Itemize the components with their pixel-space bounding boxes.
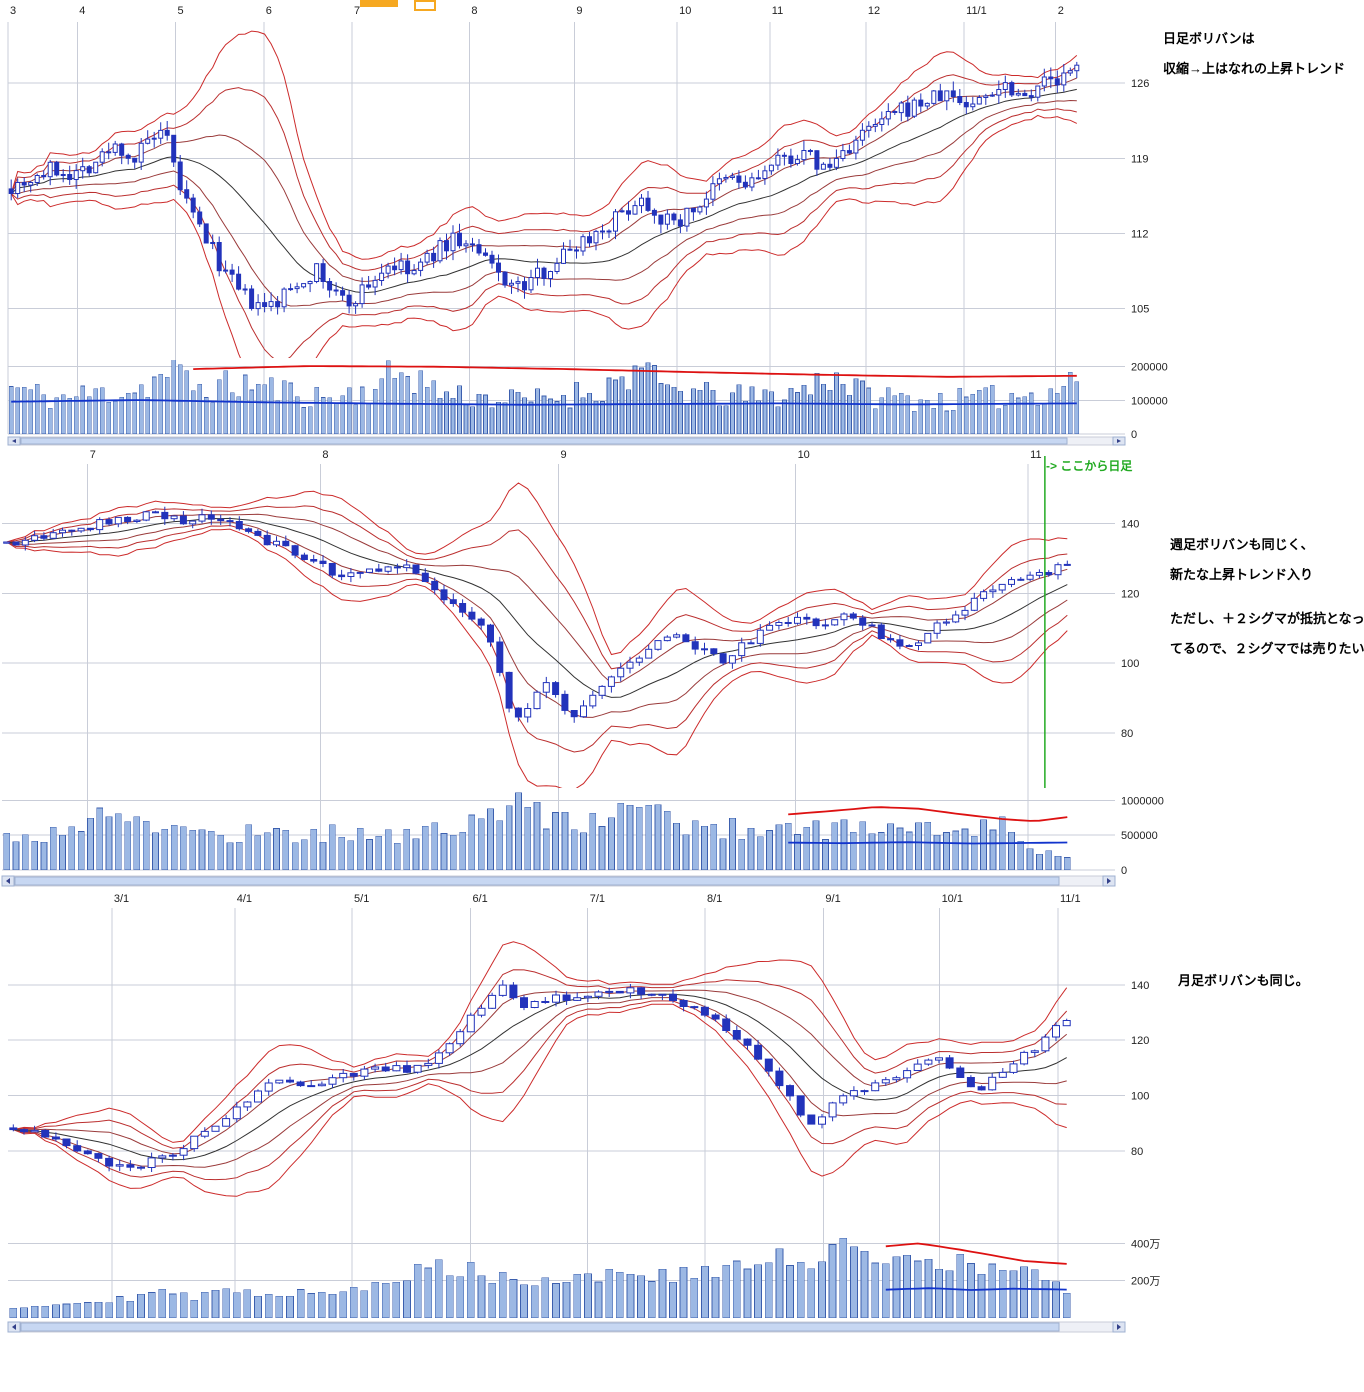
- axis-label: 8: [322, 449, 328, 461]
- axis-label: 6/1: [472, 893, 487, 905]
- daily-start-marker: -> ここから日足: [1046, 459, 1133, 473]
- axis-label: 400万: [1131, 1238, 1160, 1250]
- axis-label: 100000: [1131, 395, 1168, 407]
- axis-label: 3/1: [114, 893, 129, 905]
- x-axis-labels: 3 4 5 6 7 8 9 10 11 12 11/1 2: [10, 5, 1064, 17]
- axis-label: 7: [354, 5, 360, 17]
- axis-label: 200万: [1131, 1276, 1160, 1288]
- axis-label: 6: [266, 5, 272, 17]
- weekly-annotation: 週足ボリバンも同じく、 新たな上昇トレンド入り: [1170, 530, 1314, 590]
- candlesticks: [9, 980, 1071, 1172]
- axis-label: 1000000: [1121, 795, 1164, 807]
- monthly-candlestick-chart: 3/1 4/1 5/1 6/1 7/1 8/1 9/1 10/1 11/1 140 120 100 80…: [0, 890, 1364, 1336]
- axis-label: 11/1: [966, 5, 987, 17]
- axis-label: 10/1: [942, 893, 963, 905]
- daily-candlestick-chart: 3 4 5 6 7 8 9 10 11 12 11/1 2 126 119 112 105 200000 1000…: [0, 0, 1364, 446]
- axis-label: 7/1: [590, 893, 605, 905]
- volume-bars: [9, 1238, 1071, 1318]
- axis-label: 11: [772, 5, 783, 17]
- axis-label: 120: [1131, 1035, 1149, 1047]
- h-scrollbar[interactable]: [7, 1321, 1126, 1333]
- axis-label: 80: [1131, 1146, 1143, 1158]
- left-arrow-icon: [12, 1324, 16, 1330]
- x-axis-labels: 7 8 9 10 11: [90, 449, 1042, 461]
- axis-label: 4/1: [237, 893, 252, 905]
- scrollbar-thumb[interactable]: [20, 437, 1068, 445]
- daily-annotation: 日足ボリバンは 収縮→上はなれの上昇トレンド: [1163, 24, 1345, 84]
- left-arrow-icon: [6, 878, 10, 884]
- annotation-line: 日足ボリバンは: [1163, 31, 1255, 46]
- bollinger-bands: [13, 941, 1068, 1197]
- axis-label: 4: [79, 5, 85, 17]
- axis-label: 100: [1121, 658, 1139, 670]
- axis-label: 120: [1121, 588, 1139, 600]
- left-arrow-icon: [12, 439, 16, 443]
- annotation-line: てるので、２シグマでは売りたい: [1170, 641, 1364, 656]
- annotation-line: 新たな上昇トレンド入り: [1170, 567, 1314, 582]
- toolbar-fragment-icon-2: [414, 0, 436, 11]
- axis-label: 80: [1121, 728, 1133, 740]
- volume-bars: [8, 360, 1080, 434]
- right-arrow-icon: [1107, 878, 1111, 884]
- candlesticks: [3, 506, 1071, 723]
- axis-label: 2: [1058, 5, 1064, 17]
- axis-label: 140: [1131, 980, 1149, 992]
- axis-label: 126: [1131, 78, 1149, 90]
- axis-label: 3: [10, 5, 16, 17]
- axis-label: 8/1: [707, 893, 722, 905]
- axis-label: 100: [1131, 1091, 1149, 1103]
- axis-label: 119: [1131, 153, 1149, 165]
- axis-label: 105: [1131, 304, 1149, 316]
- axis-label: 9: [561, 449, 567, 461]
- axis-label: 11: [1030, 449, 1041, 461]
- axis-label: 0: [1121, 865, 1127, 877]
- axis-label: 9/1: [825, 893, 840, 905]
- volume-bars: [3, 792, 1071, 870]
- annotation-line: 週足ボリバンも同じく、: [1170, 537, 1314, 552]
- y-axis-labels: 140 120 100 80 1000000 500000 0: [1121, 518, 1164, 877]
- toolbar-fragment-icon: [360, 0, 398, 7]
- axis-label: 10: [798, 449, 810, 461]
- x-axis-labels: 3/1 4/1 5/1 6/1 7/1 8/1 9/1 10/1 11/1: [114, 893, 1081, 905]
- right-arrow-icon: [1117, 1324, 1121, 1330]
- annotation-line: ただし、＋２シグマが抵抗となっ: [1170, 611, 1364, 626]
- scrollbar-thumb[interactable]: [20, 1322, 1060, 1332]
- annotation-line: 月足ボリバンも同じ。: [1178, 973, 1309, 988]
- h-scrollbar[interactable]: [7, 436, 1126, 446]
- axis-label: 11/1: [1060, 893, 1081, 905]
- axis-label: 12: [868, 5, 880, 17]
- axis-label: 5/1: [354, 893, 369, 905]
- axis-label: 112: [1131, 228, 1149, 240]
- axis-label: 7: [90, 449, 96, 461]
- axis-label: 500000: [1121, 830, 1158, 842]
- y-axis-labels: 126 119 112 105 200000 100000 0: [1131, 78, 1168, 441]
- axis-label: 5: [178, 5, 184, 17]
- axis-label: 10: [679, 5, 691, 17]
- chart-background: [0, 446, 1364, 890]
- volume-ma-lines: [788, 806, 1068, 845]
- weekly-annotation-2: ただし、＋２シグマが抵抗となっ てるので、２シグマでは売りたい: [1170, 604, 1364, 664]
- axis-label: 200000: [1131, 362, 1168, 374]
- volume-ma-lines: [885, 1242, 1067, 1291]
- y-axis-labels: 140 120 100 80 400万 200万: [1131, 980, 1160, 1288]
- annotation-line: 収縮→上はなれの上昇トレンド: [1163, 61, 1346, 76]
- scrollbar-thumb[interactable]: [14, 876, 1060, 886]
- axis-label: 0: [1131, 429, 1137, 441]
- volume-ma-lines: [11, 365, 1077, 406]
- monthly-annotation: 月足ボリバンも同じ。: [1178, 966, 1309, 996]
- axis-label: 140: [1121, 518, 1139, 530]
- axis-label: 9: [576, 5, 582, 17]
- candlesticks: [8, 61, 1080, 316]
- axis-label: 8: [471, 5, 477, 17]
- h-scrollbar[interactable]: [1, 875, 1116, 887]
- right-arrow-icon: [1117, 439, 1121, 443]
- weekly-candlestick-chart: 7 8 9 10 11 140 120 100 80 1000000 500000 0: [0, 446, 1364, 890]
